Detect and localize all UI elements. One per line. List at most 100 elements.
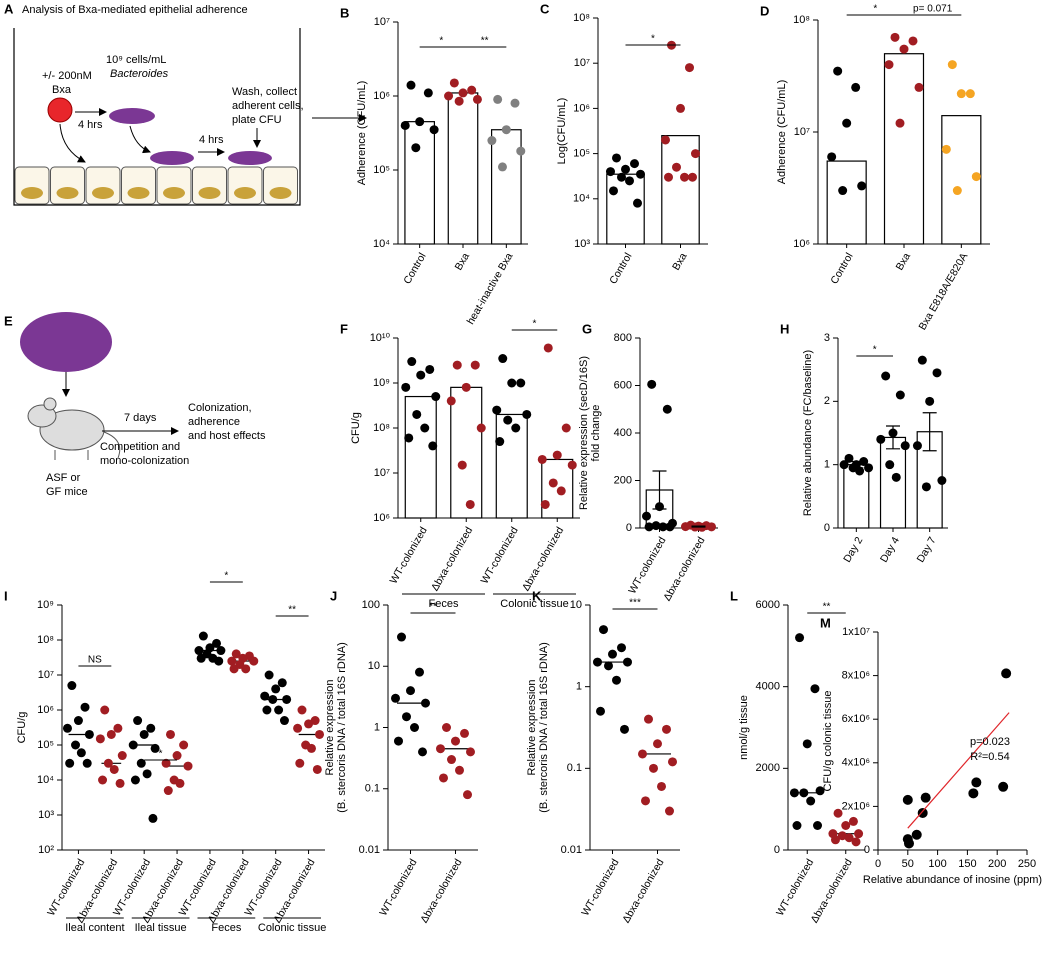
point <box>617 643 626 653</box>
point <box>411 143 421 153</box>
bxa-icon <box>47 97 73 123</box>
y-tick-label: 10⁵ <box>37 739 54 751</box>
panel-letter: G <box>582 321 592 336</box>
annotation: NS <box>88 655 102 666</box>
point <box>612 675 621 685</box>
point <box>84 729 94 739</box>
panel-letter: E <box>4 313 13 328</box>
panel-letter: I <box>4 588 8 603</box>
error-bar <box>691 525 706 528</box>
point <box>71 740 81 750</box>
point <box>895 118 905 128</box>
x-tick-label: Control <box>607 251 634 286</box>
bar <box>450 386 483 519</box>
y-tick-label: 10⁶ <box>573 102 590 114</box>
y-tick-label: 10⁸ <box>37 634 54 646</box>
error-bar <box>652 470 667 510</box>
point <box>455 765 464 775</box>
point <box>810 684 820 694</box>
y-tick-label: 0 <box>864 844 870 856</box>
point <box>522 409 532 419</box>
point <box>593 657 602 667</box>
error-bar <box>922 412 937 452</box>
point <box>165 729 175 739</box>
y-tick-label: 10 <box>570 599 582 611</box>
step-label: 4 hrs <box>78 119 103 131</box>
point <box>617 172 626 182</box>
bar <box>491 129 522 245</box>
x-tick-label: 50 <box>902 858 914 870</box>
point <box>452 360 462 370</box>
point <box>971 172 981 182</box>
y-axis-label: (B. stercoris DNA / total 16S rDNA) <box>336 642 348 813</box>
point <box>146 723 156 733</box>
x-tick-label: WT-colonized <box>626 535 668 596</box>
point <box>855 466 865 476</box>
point <box>406 686 415 696</box>
group-label: Feces <box>428 598 459 610</box>
annotation: p= 0.071 <box>913 4 953 15</box>
y-tick-label: 10⁸ <box>373 422 390 434</box>
point <box>641 796 650 806</box>
point <box>268 694 278 704</box>
point <box>851 82 861 92</box>
y-tick-label: 10 <box>368 660 380 672</box>
panel-letter: M <box>820 615 831 630</box>
wash-label: adherent cells, <box>232 100 304 112</box>
design-label: Competition and <box>100 441 180 453</box>
step-label: 4 hrs <box>199 134 224 146</box>
y-tick-label: 800 <box>614 332 632 344</box>
y-tick-label: 0.01 <box>359 844 380 856</box>
point <box>606 167 615 177</box>
point <box>653 739 662 749</box>
point <box>968 788 979 799</box>
point <box>503 415 513 425</box>
point <box>937 476 947 485</box>
y-tick-label: 1x10⁷ <box>842 626 870 638</box>
point <box>839 460 849 470</box>
annotation: p=0.023 <box>970 736 1010 748</box>
wash-label: Wash, collect <box>232 86 297 98</box>
point <box>802 739 812 749</box>
point <box>442 723 451 732</box>
point <box>62 723 72 733</box>
bar <box>404 121 435 245</box>
y-tick-label: 10⁹ <box>373 377 390 389</box>
y-tick-label: 10⁶ <box>793 238 810 250</box>
point <box>681 522 690 532</box>
point <box>458 88 468 98</box>
point <box>439 773 448 783</box>
point <box>941 144 951 154</box>
panel-letter: C <box>540 1 550 16</box>
y-tick-label: 1 <box>374 721 380 733</box>
point <box>463 790 472 800</box>
x-tick-label: Δbxa-colonized <box>808 857 854 925</box>
point <box>429 125 439 135</box>
point <box>229 664 239 674</box>
point <box>668 757 677 767</box>
point <box>130 775 140 785</box>
panel-letter: B <box>340 5 349 20</box>
point <box>279 716 289 726</box>
group-label: Colonic tissue <box>257 922 327 934</box>
y-axis-label: Log(CFU/mL) <box>556 98 568 165</box>
point <box>658 522 668 532</box>
point <box>630 159 639 169</box>
point <box>198 631 208 641</box>
point <box>680 172 689 182</box>
point <box>608 649 617 659</box>
point <box>444 91 454 101</box>
point <box>487 136 497 146</box>
point <box>884 60 894 70</box>
x-tick-label: Day 7 <box>915 535 939 565</box>
point <box>848 816 858 826</box>
point <box>636 169 645 179</box>
panel-letter: A <box>4 1 14 16</box>
point <box>295 758 305 768</box>
annotation: * <box>873 4 877 15</box>
point <box>507 378 517 388</box>
y-tick-label: 10³ <box>38 809 54 821</box>
y-tick-label: 6x10⁶ <box>842 713 870 725</box>
y-tick-label: 600 <box>614 379 632 391</box>
point <box>854 829 864 839</box>
